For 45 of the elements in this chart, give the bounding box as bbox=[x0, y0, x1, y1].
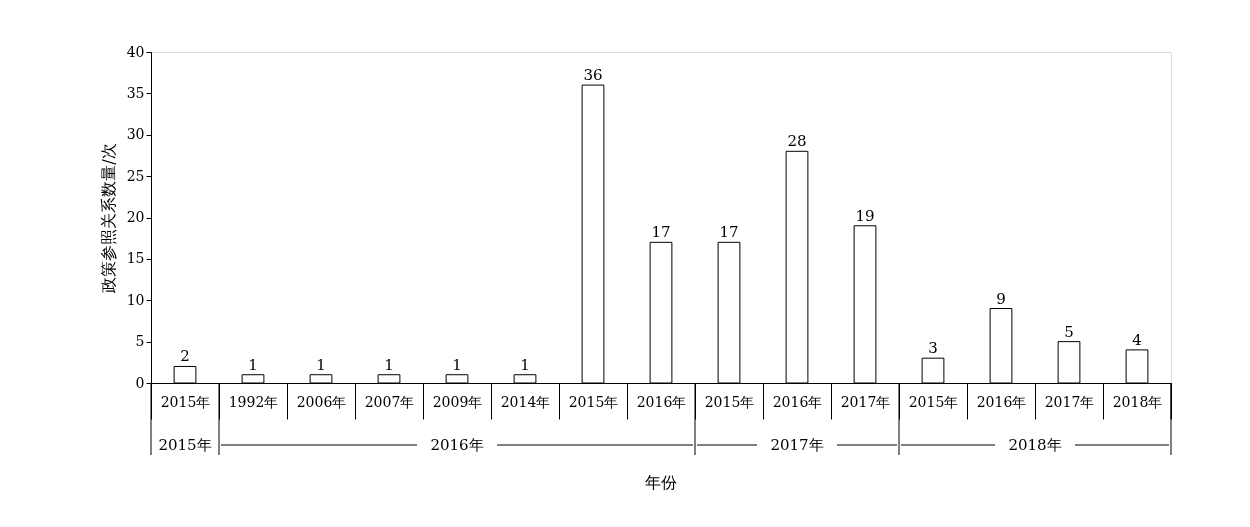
data-label: 3 bbox=[928, 339, 938, 358]
data-label: 2 bbox=[180, 347, 190, 366]
y-tick-label: 35 bbox=[126, 84, 145, 101]
y-tick-label: 40 bbox=[126, 43, 145, 60]
x-tick-label: 2015年 bbox=[908, 393, 959, 410]
x-tick-label: 2016年 bbox=[772, 393, 823, 410]
text: 2015年 bbox=[158, 436, 212, 454]
y-tick-label: 20 bbox=[126, 209, 145, 225]
text: 2016年 bbox=[430, 436, 484, 454]
x-tick-label: 2016年 bbox=[636, 393, 687, 410]
y-tick-label: 5 bbox=[135, 333, 145, 350]
y-tick-label: 15 bbox=[126, 250, 145, 267]
y-axis-title: 政策参照关系数量/次 bbox=[98, 143, 118, 293]
y-tick-label: 10 bbox=[126, 291, 145, 308]
y-tick-label: 0 bbox=[135, 374, 145, 391]
y-tick-label: 30 bbox=[126, 126, 145, 143]
x-tick-label: 2015年 bbox=[704, 393, 755, 410]
data-label: 1 bbox=[384, 355, 394, 374]
data-label: 19 bbox=[855, 206, 875, 225]
text: 2018年 bbox=[1008, 436, 1062, 454]
x-tick-label: 2009年 bbox=[432, 393, 483, 410]
data-label: 5 bbox=[1064, 322, 1074, 341]
x-tick-label: 1992年 bbox=[228, 393, 279, 410]
x-tick-label: 2007年 bbox=[364, 393, 415, 410]
y-tick-label: 25 bbox=[126, 167, 145, 184]
data-label: 1 bbox=[452, 355, 462, 374]
x-tick-label: 2017年 bbox=[1044, 393, 1095, 410]
data-label: 1 bbox=[520, 355, 530, 374]
data-label: 17 bbox=[651, 223, 671, 242]
x-tick-label: 2006年 bbox=[296, 393, 347, 410]
data-label: 9 bbox=[996, 289, 1006, 308]
data-label: 36 bbox=[583, 66, 603, 85]
data-label: 1 bbox=[248, 355, 258, 374]
data-label: 4 bbox=[1132, 330, 1142, 349]
data-label: 28 bbox=[787, 132, 807, 151]
text: 2017年 bbox=[770, 436, 824, 454]
x-tick-label: 2015年 bbox=[160, 393, 211, 410]
data-label: 17 bbox=[719, 223, 739, 242]
x-tick-label: 2018年 bbox=[1112, 393, 1163, 410]
x-tick-label: 2017年 bbox=[840, 393, 891, 410]
data-label: 1 bbox=[316, 355, 326, 374]
x-tick-label: 2016年 bbox=[976, 393, 1027, 410]
x-axis-title: 年份 bbox=[645, 473, 677, 492]
x-tick-label: 2015年 bbox=[568, 393, 619, 410]
x-tick-label: 2014年 bbox=[500, 393, 551, 410]
